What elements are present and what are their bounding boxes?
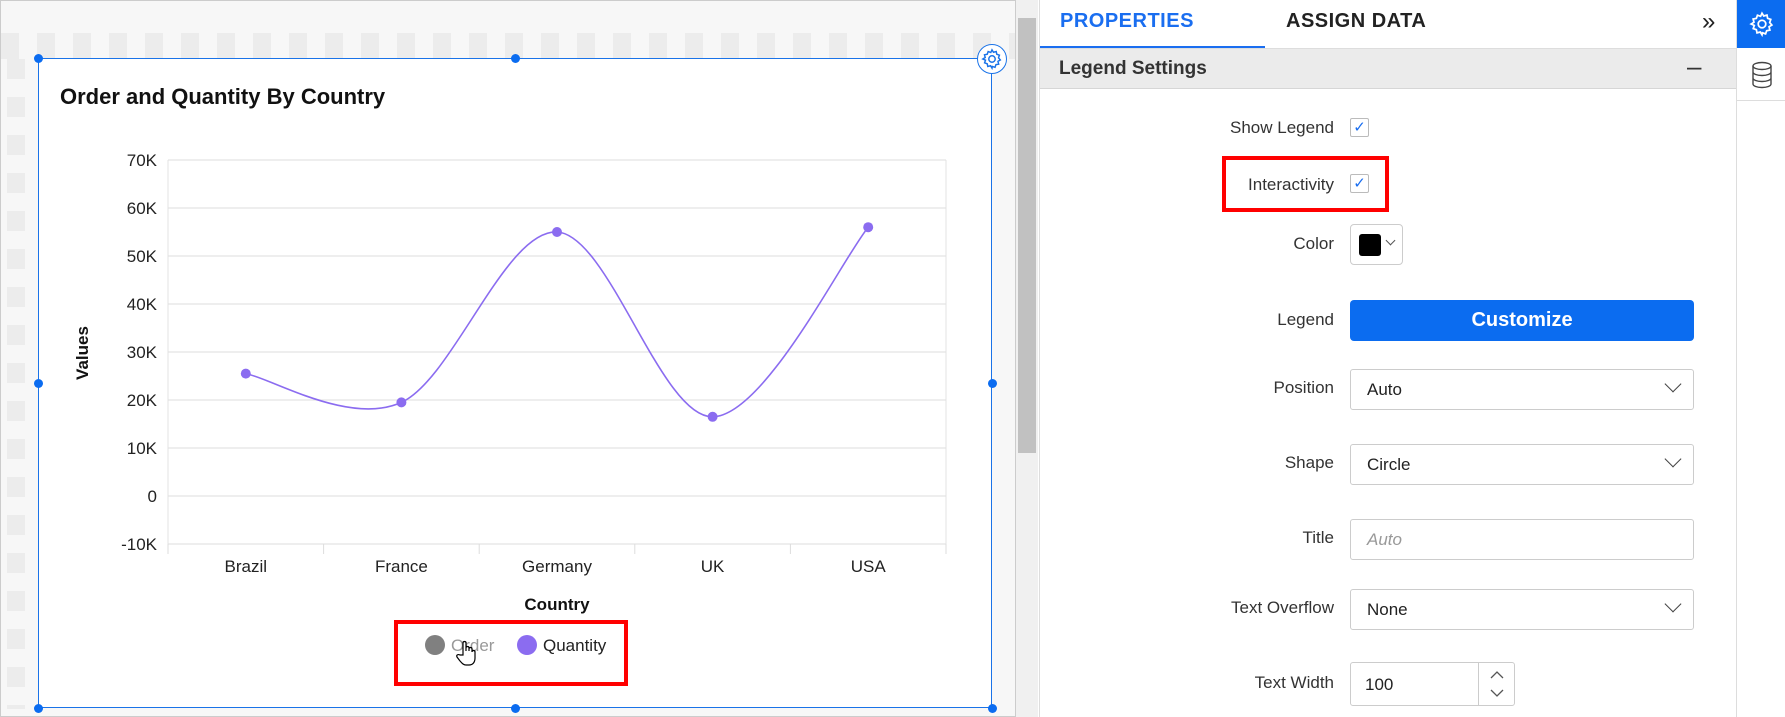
color-label: Color bbox=[1293, 234, 1334, 253]
chevron-down-icon bbox=[1490, 689, 1504, 697]
color-swatch bbox=[1359, 234, 1381, 256]
resize-handle[interactable] bbox=[34, 54, 43, 63]
database-icon bbox=[1751, 61, 1772, 88]
tab-properties[interactable]: PROPERTIES bbox=[1060, 10, 1194, 32]
chevron-down-icon bbox=[1664, 595, 1682, 613]
y-tick-label: 0 bbox=[148, 487, 157, 506]
data-point bbox=[863, 222, 874, 233]
canvas-scrollbar[interactable] bbox=[1016, 0, 1038, 717]
x-tick-label: Brazil bbox=[225, 557, 268, 576]
y-tick-label: 20K bbox=[127, 391, 158, 410]
x-tick-label: USA bbox=[851, 557, 887, 576]
resize-handle[interactable] bbox=[988, 704, 997, 713]
divider bbox=[1040, 48, 1737, 49]
gear-icon bbox=[1748, 11, 1773, 37]
data-point bbox=[240, 368, 251, 379]
hand-cursor-icon bbox=[456, 640, 476, 666]
highlight-interactivity bbox=[1222, 156, 1389, 212]
active-tab-indicator bbox=[1040, 46, 1265, 48]
x-tick-label: Germany bbox=[522, 557, 592, 576]
legend-item-order[interactable]: Order bbox=[451, 636, 495, 655]
position-label: Position bbox=[1273, 378, 1334, 397]
color-picker[interactable] bbox=[1350, 224, 1403, 265]
chart-title: Order and Quantity By Country bbox=[60, 84, 386, 109]
side-icon-bar bbox=[1736, 0, 1785, 717]
y-tick-label: 70K bbox=[127, 151, 158, 170]
collapse-panel-icon[interactable]: » bbox=[1702, 8, 1716, 35]
interactivity-checkbox[interactable]: ✓ bbox=[1350, 174, 1369, 193]
shape-label: Shape bbox=[1284, 453, 1334, 472]
minus-icon[interactable]: – bbox=[1687, 51, 1702, 81]
resize-handle[interactable] bbox=[34, 379, 43, 388]
properties-panel: PROPERTIES ASSIGN DATA » Legend Settings… bbox=[1039, 0, 1737, 717]
title-label: Title bbox=[1302, 528, 1335, 547]
data-point bbox=[552, 227, 562, 237]
show-legend-label: Show Legend bbox=[1230, 118, 1334, 137]
legend-item-quantity[interactable]: Quantity bbox=[543, 636, 607, 655]
legend-marker-order bbox=[425, 635, 445, 655]
chevron-down-icon bbox=[1664, 450, 1682, 468]
chevron-down-icon bbox=[1385, 235, 1396, 246]
section-title: Legend Settings bbox=[1059, 58, 1207, 79]
highlight-legend bbox=[394, 620, 628, 686]
shape-value: Circle bbox=[1367, 455, 1411, 474]
series-line-quantity bbox=[245, 226, 869, 418]
resize-handle[interactable] bbox=[988, 379, 997, 388]
position-value: Auto bbox=[1367, 380, 1402, 399]
x-tick-label: UK bbox=[701, 557, 725, 576]
y-tick-label: 30K bbox=[127, 343, 158, 362]
resize-handle[interactable] bbox=[511, 54, 520, 63]
legend-label: Legend bbox=[1277, 310, 1334, 329]
scrollbar-thumb[interactable] bbox=[1018, 18, 1036, 453]
numeric-spinner[interactable] bbox=[1478, 663, 1514, 705]
interactivity-label: Interactivity bbox=[1248, 175, 1334, 194]
show-legend-checkbox[interactable]: ✓ bbox=[1350, 118, 1369, 137]
legend-marker-quantity bbox=[517, 635, 537, 655]
text-width-label: Text Width bbox=[1254, 673, 1334, 692]
shape-dropdown[interactable]: Circle bbox=[1350, 444, 1694, 485]
text-width-input[interactable]: 100 bbox=[1350, 662, 1515, 706]
tab-assign-data[interactable]: ASSIGN DATA bbox=[1286, 10, 1427, 32]
customize-button[interactable]: Customize bbox=[1350, 300, 1694, 341]
y-tick-label: 60K bbox=[127, 199, 158, 218]
line-chart: 70K 60K 50K 40K 30K 20K 10K 0 -10K Brazil France Ge… bbox=[73, 151, 947, 666]
legend-settings-header[interactable]: Legend Settings – bbox=[1040, 49, 1737, 89]
gear-icon bbox=[981, 48, 1002, 70]
properties-toggle[interactable] bbox=[1737, 0, 1785, 48]
chevron-down-icon bbox=[1664, 375, 1682, 393]
text-width-value: 100 bbox=[1365, 675, 1394, 694]
y-tick-label: -10K bbox=[121, 535, 158, 554]
x-tick-label: France bbox=[375, 557, 428, 576]
resize-handle[interactable] bbox=[511, 704, 520, 713]
x-axis-title: Country bbox=[524, 595, 590, 614]
y-tick-label: 40K bbox=[127, 295, 158, 314]
text-overflow-dropdown[interactable]: None bbox=[1350, 589, 1694, 630]
chevron-up-icon bbox=[1490, 671, 1504, 679]
resize-handle[interactable] bbox=[34, 704, 43, 713]
y-tick-label: 50K bbox=[127, 247, 158, 266]
data-point bbox=[396, 397, 407, 408]
data-point bbox=[707, 411, 718, 422]
data-source-toggle[interactable] bbox=[1737, 49, 1785, 101]
text-overflow-label: Text Overflow bbox=[1231, 598, 1334, 617]
title-input[interactable]: Auto bbox=[1350, 519, 1694, 560]
y-tick-label: 10K bbox=[127, 439, 158, 458]
text-overflow-value: None bbox=[1367, 600, 1408, 619]
chart-widget[interactable] bbox=[34, 54, 997, 713]
y-axis-title: Values bbox=[73, 326, 92, 380]
position-dropdown[interactable]: Auto bbox=[1350, 369, 1694, 410]
widget-settings-button[interactable] bbox=[977, 44, 1007, 74]
